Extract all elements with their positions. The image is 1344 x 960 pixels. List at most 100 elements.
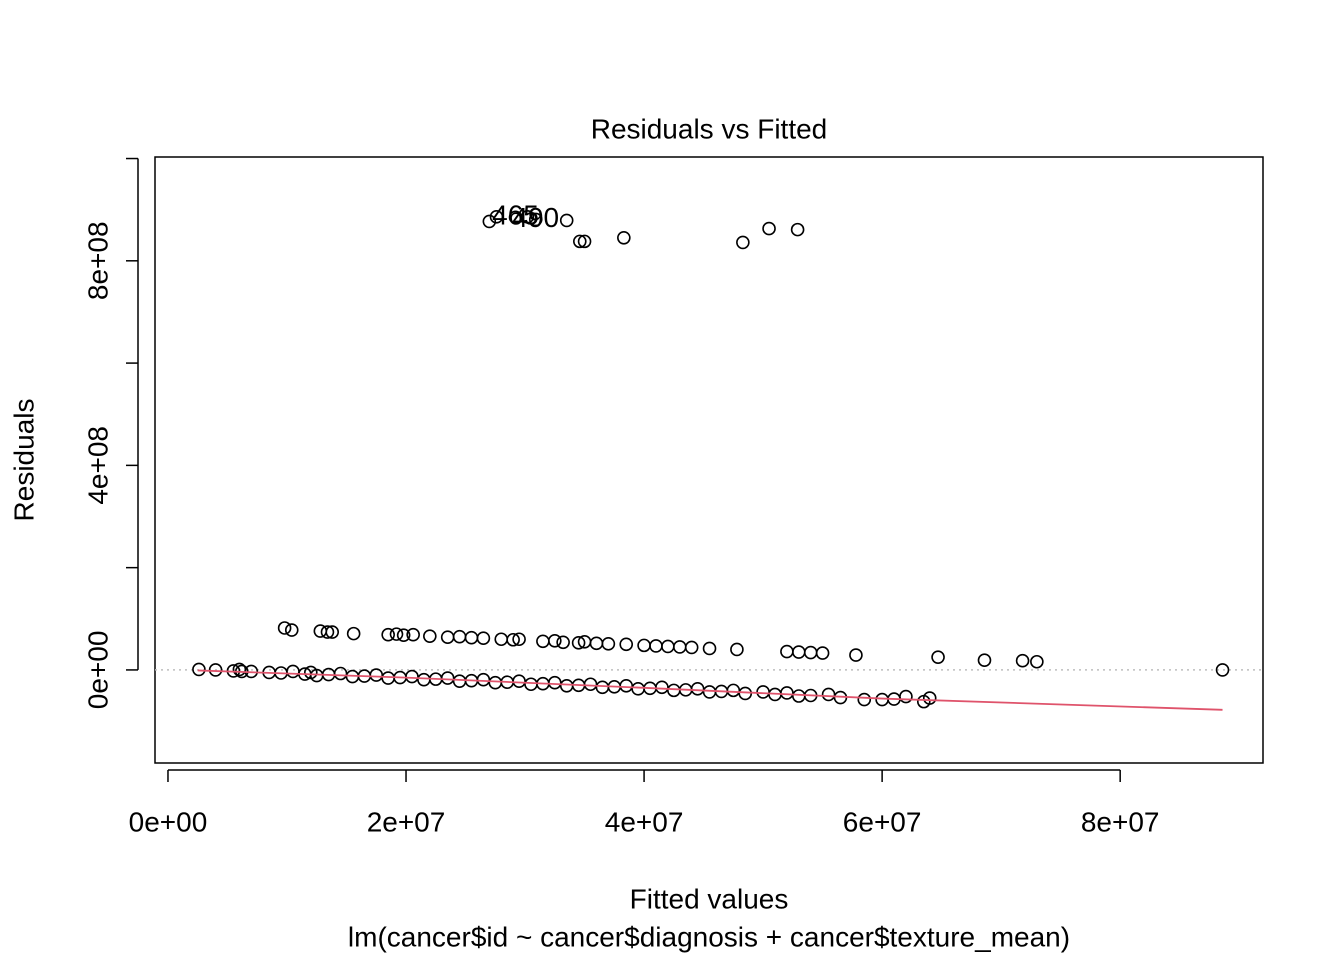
point bbox=[792, 689, 806, 703]
subtitle: lm(cancer$id ~ cancer$diagnosis + cancer… bbox=[348, 921, 1070, 952]
point bbox=[405, 669, 419, 684]
smooth-line bbox=[197, 669, 1223, 711]
point bbox=[661, 639, 675, 654]
point bbox=[730, 642, 744, 657]
point bbox=[815, 646, 830, 660]
point bbox=[277, 621, 292, 635]
point bbox=[381, 627, 395, 642]
point bbox=[512, 674, 526, 688]
point bbox=[396, 628, 411, 642]
point bbox=[1030, 654, 1044, 669]
point bbox=[524, 677, 538, 692]
x-tick-label: 6e+07 bbox=[843, 806, 922, 837]
point bbox=[619, 637, 634, 652]
point bbox=[389, 627, 404, 641]
point bbox=[406, 627, 420, 642]
point bbox=[631, 682, 645, 696]
point bbox=[792, 645, 806, 659]
point bbox=[589, 636, 604, 651]
point bbox=[559, 213, 574, 228]
point bbox=[899, 689, 913, 704]
x-tick-label: 8e+07 bbox=[1081, 806, 1160, 837]
point bbox=[595, 680, 610, 695]
point bbox=[208, 663, 223, 677]
point bbox=[440, 630, 455, 644]
point bbox=[489, 210, 504, 224]
point bbox=[559, 678, 574, 693]
y-tick-label: 4e+08 bbox=[82, 426, 113, 505]
point bbox=[672, 640, 687, 654]
point bbox=[571, 636, 586, 650]
point bbox=[655, 680, 669, 695]
point bbox=[583, 677, 598, 692]
point bbox=[649, 639, 663, 653]
point bbox=[346, 626, 361, 641]
chart-title: Residuals vs Fitted bbox=[591, 113, 828, 144]
point bbox=[506, 632, 520, 647]
point bbox=[536, 634, 550, 649]
point bbox=[482, 214, 497, 229]
point bbox=[381, 671, 395, 685]
point bbox=[931, 650, 945, 664]
point bbox=[803, 645, 818, 660]
point bbox=[780, 686, 794, 700]
point-label: 490 bbox=[512, 202, 559, 233]
point bbox=[520, 210, 535, 224]
point bbox=[619, 678, 634, 693]
point bbox=[494, 632, 509, 647]
point bbox=[476, 631, 491, 646]
point bbox=[286, 664, 300, 679]
point bbox=[667, 683, 681, 698]
point bbox=[320, 625, 335, 639]
point bbox=[690, 682, 705, 696]
point bbox=[1215, 663, 1230, 677]
point bbox=[423, 629, 437, 643]
point bbox=[617, 231, 631, 245]
y-axis-label: Residuals bbox=[8, 399, 39, 522]
point bbox=[556, 635, 570, 650]
point bbox=[849, 648, 863, 662]
point bbox=[601, 637, 616, 651]
point bbox=[821, 687, 836, 702]
point bbox=[702, 685, 717, 699]
plot-box bbox=[154, 156, 1264, 764]
point bbox=[417, 672, 431, 687]
point bbox=[922, 691, 937, 705]
point bbox=[790, 222, 805, 237]
point bbox=[325, 625, 340, 639]
point bbox=[780, 644, 794, 659]
point bbox=[528, 212, 543, 227]
point bbox=[452, 674, 467, 688]
point bbox=[977, 653, 992, 668]
x-tick-label: 0e+00 bbox=[129, 806, 208, 837]
point bbox=[736, 235, 750, 250]
point bbox=[548, 633, 562, 648]
point bbox=[548, 675, 562, 690]
point bbox=[369, 668, 384, 682]
y-tick-label: 8e+08 bbox=[82, 221, 113, 300]
point bbox=[192, 662, 206, 677]
point bbox=[452, 629, 467, 644]
point bbox=[464, 630, 479, 645]
point bbox=[284, 623, 299, 637]
point-label: 465 bbox=[492, 200, 539, 231]
point bbox=[440, 671, 455, 685]
point bbox=[577, 234, 592, 249]
x-tick-label: 4e+07 bbox=[605, 806, 684, 837]
point bbox=[512, 632, 526, 647]
x-axis-label: Fitted values bbox=[630, 883, 789, 914]
point bbox=[1015, 653, 1030, 668]
point bbox=[762, 221, 776, 236]
point bbox=[756, 685, 770, 699]
point bbox=[684, 640, 699, 655]
point bbox=[333, 666, 348, 681]
point bbox=[637, 638, 651, 653]
point bbox=[476, 672, 491, 687]
y-tick-label: 0e+00 bbox=[82, 631, 113, 710]
point bbox=[857, 692, 872, 707]
point bbox=[488, 675, 503, 690]
point bbox=[572, 234, 587, 249]
point bbox=[726, 683, 741, 698]
